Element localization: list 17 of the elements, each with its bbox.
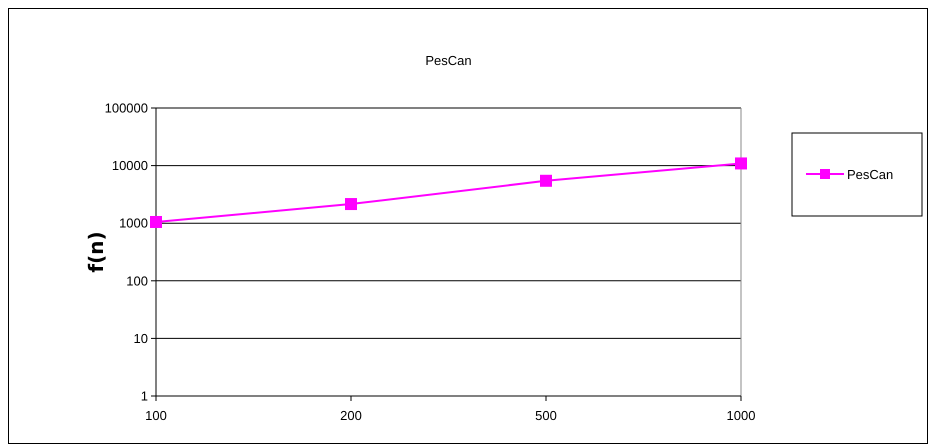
y-tick-label: 100000 <box>104 100 148 116</box>
point <box>345 198 357 210</box>
y-tick-label: 10 <box>134 330 148 346</box>
y-tick-label: 1000 <box>119 216 148 231</box>
y-tick-label: 10000 <box>112 158 148 174</box>
chart-title: PesCan <box>425 53 472 68</box>
x-tick-label: 1000 <box>726 408 756 423</box>
legend-label: PesCan <box>847 167 894 182</box>
y-tick-label: 100 <box>126 273 148 288</box>
y-tick-label: 1 <box>140 388 148 404</box>
x-tick-label: 200 <box>340 408 362 423</box>
point <box>150 216 162 228</box>
x-tick-label: 100 <box>145 408 167 423</box>
y-axis-title: f(n) <box>84 231 108 273</box>
point <box>735 157 747 170</box>
point <box>540 174 552 187</box>
x-tick-label: 500 <box>535 408 557 423</box>
